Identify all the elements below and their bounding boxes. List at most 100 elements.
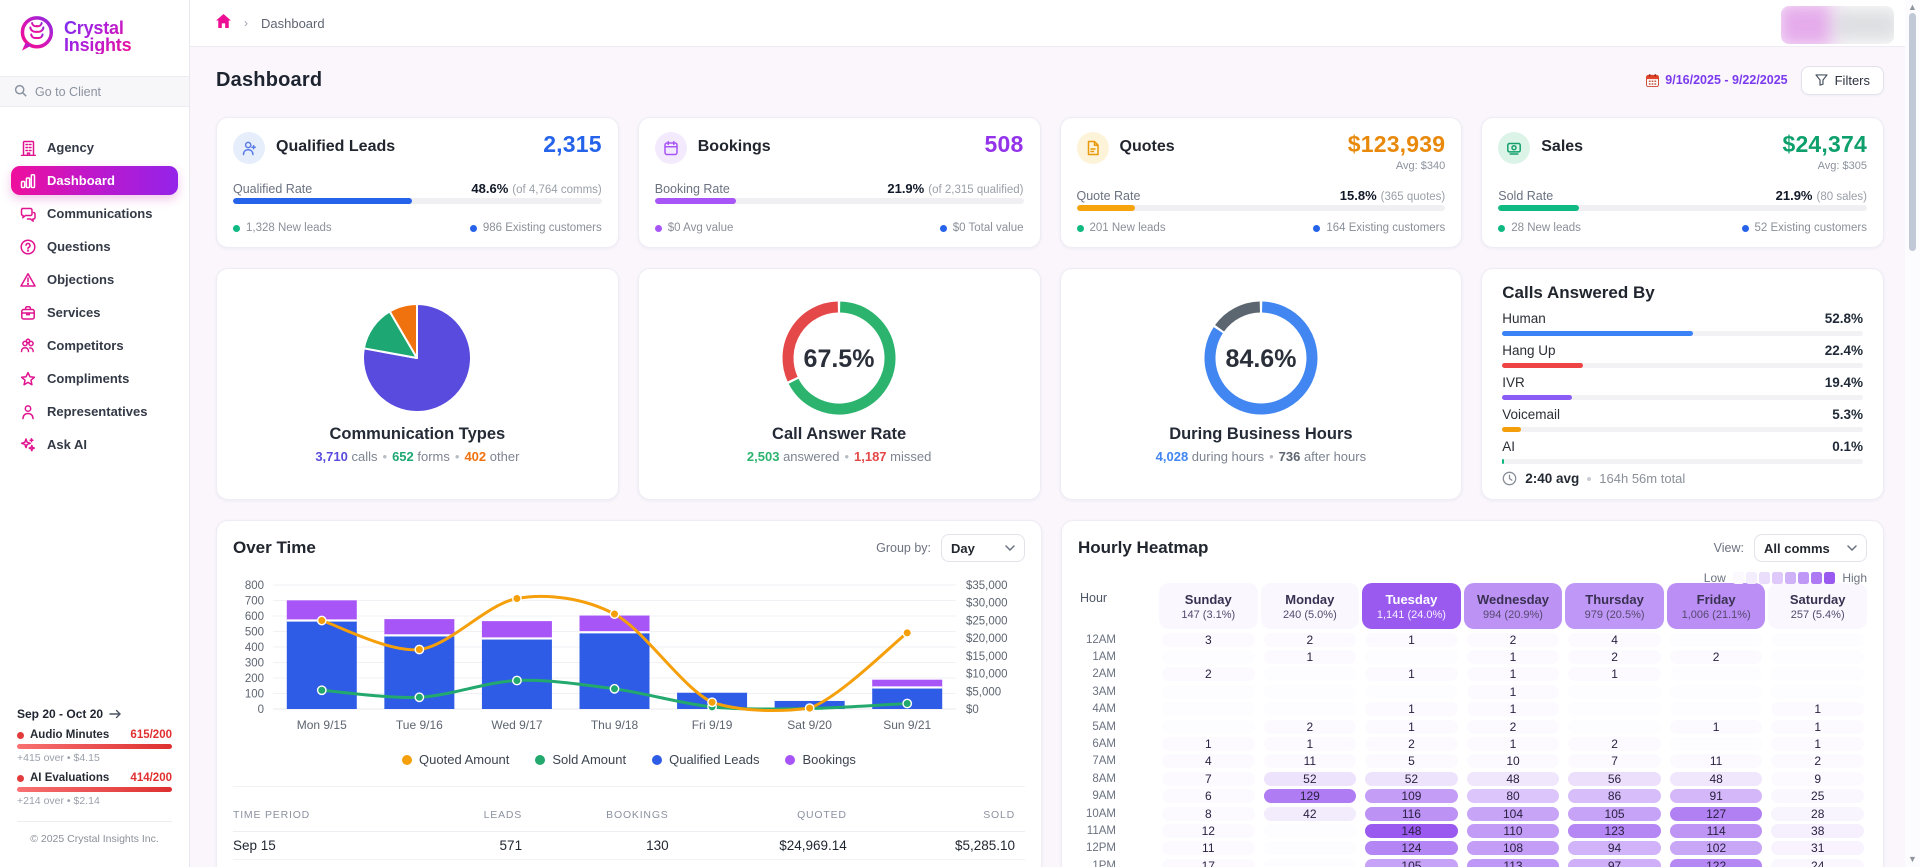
- heatmap-cell-friday-3am[interactable]: [1669, 684, 1763, 699]
- heatmap-cell-thursday-11am[interactable]: 123: [1568, 823, 1661, 838]
- group-by-select[interactable]: Day: [941, 534, 1025, 562]
- day-header-friday[interactable]: Friday 1,006 (21.1%): [1666, 583, 1766, 629]
- brand-logo[interactable]: Crystal Insights: [0, 0, 189, 72]
- heatmap-cell-wednesday-7am[interactable]: 10: [1466, 754, 1560, 769]
- heatmap-cell-monday-6am[interactable]: 1: [1263, 737, 1357, 752]
- day-header-thursday[interactable]: Thursday 979 (20.5%): [1565, 583, 1664, 629]
- sidebar-item-representatives[interactable]: Representatives: [11, 397, 178, 426]
- heatmap-cell-friday-6am[interactable]: [1669, 737, 1763, 752]
- heatmap-cell-friday-11am[interactable]: 114: [1669, 823, 1763, 838]
- sidebar-item-compliments[interactable]: Compliments: [11, 364, 178, 393]
- home-icon[interactable]: [216, 13, 231, 33]
- heatmap-cell-saturday-2am[interactable]: [1771, 667, 1864, 682]
- heatmap-cell-sunday-1am[interactable]: [1162, 650, 1255, 665]
- heatmap-cell-saturday-4am[interactable]: 1: [1771, 702, 1864, 717]
- heatmap-cell-monday-12pm[interactable]: [1263, 841, 1357, 856]
- heatmap-cell-saturday-12am[interactable]: [1771, 632, 1864, 647]
- day-header-wednesday[interactable]: Wednesday 994 (20.9%): [1463, 583, 1563, 629]
- heatmap-cell-saturday-6am[interactable]: 1: [1771, 737, 1864, 752]
- heatmap-cell-sunday-3am[interactable]: [1162, 684, 1255, 699]
- heatmap-cell-monday-8am[interactable]: 52: [1263, 771, 1357, 786]
- scroll-down-icon[interactable]: ▼: [1908, 854, 1917, 864]
- heatmap-cell-friday-10am[interactable]: 127: [1669, 806, 1763, 821]
- heatmap-cell-thursday-9am[interactable]: 86: [1568, 789, 1661, 804]
- legend-item-sold-amount[interactable]: Sold Amount: [535, 752, 626, 767]
- heatmap-cell-monday-7am[interactable]: 11: [1263, 754, 1357, 769]
- heatmap-cell-wednesday-11am[interactable]: 110: [1466, 823, 1560, 838]
- heatmap-cell-tuesday-1pm[interactable]: 105: [1365, 858, 1458, 867]
- heatmap-cell-wednesday-1pm[interactable]: 113: [1466, 858, 1560, 867]
- heatmap-cell-friday-1pm[interactable]: 122: [1669, 858, 1763, 867]
- sidebar-item-ask-ai[interactable]: Ask AI: [11, 430, 178, 459]
- date-range[interactable]: 9/16/2025 - 9/22/2025: [1646, 73, 1788, 87]
- heatmap-cell-saturday-5am[interactable]: 1: [1771, 719, 1864, 734]
- heatmap-cell-saturday-8am[interactable]: 9: [1771, 771, 1864, 786]
- heatmap-cell-thursday-6am[interactable]: 2: [1568, 737, 1661, 752]
- heatmap-cell-sunday-5am[interactable]: [1162, 719, 1255, 734]
- day-header-monday[interactable]: Monday 240 (5.0%): [1260, 583, 1360, 629]
- heatmap-cell-tuesday-6am[interactable]: 2: [1365, 737, 1458, 752]
- sidebar-item-objections[interactable]: Objections: [11, 265, 178, 294]
- heatmap-cell-friday-5am[interactable]: 1: [1669, 719, 1763, 734]
- over-time-chart[interactable]: 0 100 200 300 400 500 600 700 800 $0 $5,000 $10,000…: [233, 569, 1025, 745]
- heatmap-cell-monday-2am[interactable]: [1263, 667, 1357, 682]
- heatmap-cell-tuesday-5am[interactable]: 1: [1365, 719, 1458, 734]
- heatmap-cell-monday-10am[interactable]: 42: [1263, 806, 1357, 821]
- heatmap-cell-saturday-1am[interactable]: [1771, 650, 1864, 665]
- heatmap-cell-sunday-9am[interactable]: 6: [1162, 789, 1255, 804]
- day-header-sunday[interactable]: Sunday 147 (3.1%): [1159, 583, 1258, 629]
- heatmap-cell-sunday-6am[interactable]: 1: [1162, 737, 1255, 752]
- heatmap-cell-thursday-1am[interactable]: 2: [1568, 650, 1661, 665]
- heatmap-cell-tuesday-12pm[interactable]: 124: [1365, 841, 1458, 856]
- sidebar-item-services[interactable]: Services: [11, 298, 178, 327]
- heatmap-cell-wednesday-10am[interactable]: 104: [1466, 806, 1560, 821]
- heatmap-cell-wednesday-12am[interactable]: 2: [1466, 632, 1560, 647]
- legend-item-qualified-leads[interactable]: Qualified Leads: [652, 752, 759, 767]
- heatmap-cell-monday-1pm[interactable]: [1263, 858, 1357, 867]
- heatmap-cell-thursday-5am[interactable]: [1568, 719, 1661, 734]
- heatmap-cell-saturday-7am[interactable]: 2: [1771, 754, 1864, 769]
- breadcrumb[interactable]: Dashboard: [261, 15, 325, 31]
- heatmap-cell-friday-7am[interactable]: 11: [1669, 754, 1763, 769]
- heatmap-cell-tuesday-12am[interactable]: 1: [1365, 632, 1458, 647]
- heatmap-cell-friday-1am[interactable]: 2: [1669, 650, 1763, 665]
- heatmap-cell-wednesday-12pm[interactable]: 108: [1466, 841, 1560, 856]
- heatmap-cell-friday-8am[interactable]: 48: [1669, 771, 1763, 786]
- day-header-tuesday[interactable]: Tuesday 1,141 (24.0%): [1362, 583, 1461, 629]
- during-business-hours-donut[interactable]: 84.6%: [1196, 293, 1326, 423]
- heatmap-cell-saturday-1pm[interactable]: 24: [1771, 858, 1864, 867]
- heatmap-cell-sunday-4am[interactable]: [1162, 702, 1255, 717]
- view-select[interactable]: All comms: [1754, 534, 1867, 562]
- heatmap-cell-thursday-4am[interactable]: [1568, 702, 1661, 717]
- heatmap-cell-monday-11am[interactable]: [1263, 823, 1357, 838]
- heatmap-cell-saturday-10am[interactable]: 28: [1771, 806, 1864, 821]
- heatmap-cell-sunday-12am[interactable]: 3: [1162, 632, 1255, 647]
- heatmap-cell-thursday-3am[interactable]: [1568, 684, 1661, 699]
- legend-item-bookings[interactable]: Bookings: [785, 752, 856, 767]
- heatmap-cell-monday-5am[interactable]: 2: [1263, 719, 1357, 734]
- scrollbar[interactable]: ▲ ▼: [1905, 0, 1920, 867]
- heatmap-cell-sunday-10am[interactable]: 8: [1162, 806, 1255, 821]
- heatmap-cell-monday-3am[interactable]: [1263, 684, 1357, 699]
- client-search[interactable]: Go to Client: [0, 76, 189, 107]
- filters-button[interactable]: Filters: [1800, 65, 1884, 95]
- heatmap-cell-thursday-7am[interactable]: 7: [1568, 754, 1661, 769]
- heatmap-cell-tuesday-9am[interactable]: 109: [1365, 789, 1458, 804]
- heatmap-cell-saturday-3am[interactable]: [1771, 684, 1864, 699]
- heatmap-cell-tuesday-11am[interactable]: 148: [1365, 823, 1458, 838]
- heatmap-cell-sunday-12pm[interactable]: 11: [1162, 841, 1255, 856]
- heatmap-cell-wednesday-6am[interactable]: 1: [1466, 737, 1560, 752]
- day-header-saturday[interactable]: Saturday 257 (5.4%): [1768, 583, 1867, 629]
- heatmap-cell-monday-12am[interactable]: 2: [1263, 632, 1357, 647]
- heatmap-cell-monday-9am[interactable]: 129: [1263, 789, 1357, 804]
- heatmap-cell-monday-1am[interactable]: 1: [1263, 650, 1357, 665]
- heatmap-cell-tuesday-3am[interactable]: [1365, 684, 1458, 699]
- heatmap-cell-thursday-12pm[interactable]: 94: [1568, 841, 1661, 856]
- heatmap-cell-sunday-8am[interactable]: 7: [1162, 771, 1255, 786]
- heatmap-cell-thursday-1pm[interactable]: 97: [1568, 858, 1661, 867]
- heatmap-cell-tuesday-2am[interactable]: 1: [1365, 667, 1458, 682]
- sidebar-item-questions[interactable]: Questions: [11, 232, 178, 261]
- heatmap-cell-thursday-8am[interactable]: 56: [1568, 771, 1661, 786]
- heatmap-cell-friday-12am[interactable]: [1669, 632, 1763, 647]
- heatmap-cell-wednesday-4am[interactable]: 1: [1466, 702, 1560, 717]
